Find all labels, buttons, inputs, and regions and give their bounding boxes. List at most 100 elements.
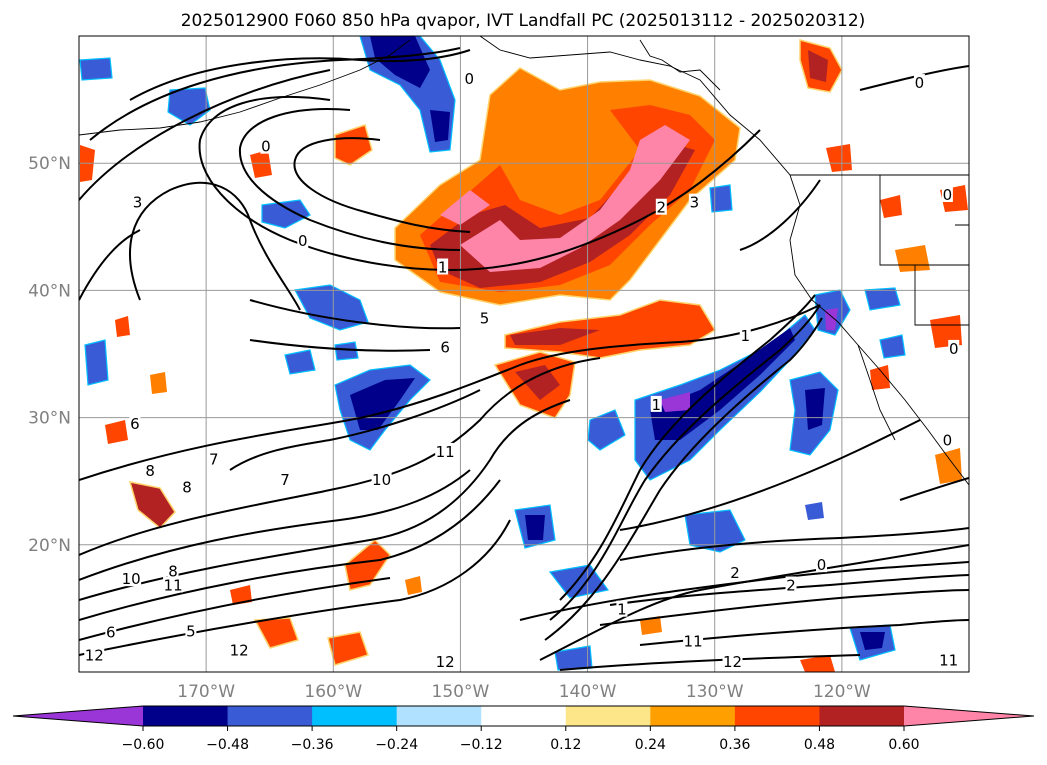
colorbar-tick-label: −0.36 bbox=[291, 737, 334, 753]
latitude-tick-label: 20°N bbox=[28, 536, 71, 556]
contour-label-background bbox=[435, 652, 456, 669]
contour-label: 0 bbox=[817, 556, 827, 574]
longitude-tick-label: 140°W bbox=[559, 682, 617, 702]
contour-label-background bbox=[208, 450, 220, 467]
contour-label: 11 bbox=[939, 652, 958, 670]
colorbar-tick-label: 0.60 bbox=[888, 737, 919, 753]
qvapor-negative-shading bbox=[79, 36, 906, 671]
contour-label-background bbox=[229, 641, 250, 658]
graticule bbox=[79, 36, 969, 672]
contour-label: 5 bbox=[186, 622, 196, 640]
ivt-contours bbox=[79, 47, 969, 671]
contour-label-background bbox=[371, 470, 392, 487]
contour-label-background bbox=[163, 576, 184, 593]
latitude-tick-label: 40°N bbox=[28, 281, 71, 301]
contour-label-background bbox=[185, 622, 197, 639]
contour-label: 0 bbox=[298, 232, 308, 250]
contour-label-background bbox=[439, 338, 451, 355]
contour-label: 0 bbox=[465, 70, 475, 88]
contour-label: 1 bbox=[438, 259, 448, 277]
contour-label-background bbox=[105, 623, 117, 640]
latitude-tick-label: 30°N bbox=[28, 409, 71, 429]
coastlines bbox=[79, 36, 969, 486]
contour-label: 2 bbox=[730, 564, 740, 582]
contour-label-background bbox=[463, 70, 475, 87]
contour-label: 12 bbox=[723, 653, 742, 671]
contour-label-background bbox=[181, 478, 193, 495]
contour-label: 3 bbox=[690, 194, 700, 212]
colorbar-segment bbox=[143, 706, 229, 726]
longitude-tick-label: 120°W bbox=[813, 682, 871, 702]
contour-label-background bbox=[84, 646, 105, 663]
contour-label: 6 bbox=[130, 415, 140, 433]
contour-label-background bbox=[913, 74, 925, 91]
contour-label-background bbox=[479, 309, 491, 326]
contour-label: 0 bbox=[943, 186, 953, 204]
longitude-tick-label: 150°W bbox=[432, 682, 490, 702]
contour-label-background bbox=[616, 600, 628, 617]
contour-label: 0 bbox=[261, 138, 271, 156]
contour-label-background bbox=[650, 395, 662, 412]
contour-label: 8 bbox=[145, 462, 155, 480]
colorbar-tick-label: 0.24 bbox=[635, 737, 666, 753]
colorbar-segment bbox=[565, 706, 651, 726]
colorbar-segment bbox=[227, 706, 313, 726]
contour-label-background bbox=[948, 339, 960, 356]
colorbar-segment bbox=[734, 706, 820, 726]
contour-label-background bbox=[785, 576, 797, 593]
contour-label: 10 bbox=[372, 471, 391, 489]
latitude-tick-labels: 20°N 30°N 40°N 50°N bbox=[28, 154, 71, 556]
contour-label: 2 bbox=[786, 577, 796, 595]
contour-label-background bbox=[941, 431, 953, 448]
colorbar-tick-label: 0.12 bbox=[550, 737, 581, 753]
contour-label: 1 bbox=[740, 327, 750, 345]
longitude-tick-labels: 170°W 160°W 150°W 140°W 130°W 120°W bbox=[177, 682, 871, 702]
colorbar-tick-label: −0.60 bbox=[122, 737, 165, 753]
contour-label-background bbox=[722, 652, 743, 669]
map-frame bbox=[78, 35, 970, 673]
contour-label-background bbox=[938, 651, 959, 668]
contour-label-background bbox=[144, 462, 156, 479]
contour-label-background bbox=[655, 198, 667, 215]
colorbar-extend-high bbox=[904, 706, 1034, 726]
contour-label-background bbox=[437, 258, 449, 275]
contour-label: 1 bbox=[651, 396, 661, 414]
contour-label: 12 bbox=[230, 641, 249, 659]
contour-label-background bbox=[435, 442, 456, 459]
colorbar-tick-label: 0.48 bbox=[804, 737, 835, 753]
contour-label-background bbox=[941, 186, 953, 202]
colorbar-segment bbox=[396, 706, 482, 726]
contour-label: 10 bbox=[122, 570, 141, 588]
colorbar-tick-label: 0.36 bbox=[719, 737, 750, 753]
contour-label-background bbox=[167, 562, 179, 579]
contour-label: 3 bbox=[133, 194, 143, 212]
contour-label-background bbox=[260, 137, 272, 154]
contour-label-background bbox=[816, 556, 828, 573]
longitude-tick-label: 130°W bbox=[686, 682, 744, 702]
contour-label: 11 bbox=[436, 443, 455, 461]
contour-label: 1 bbox=[617, 601, 627, 619]
contour-label: 6 bbox=[106, 624, 116, 642]
contour-label: 7 bbox=[209, 451, 219, 469]
qvapor-shading bbox=[80, 39, 968, 672]
colorbar-tick-label: −0.24 bbox=[375, 737, 418, 753]
colorbar-tick-label: −0.48 bbox=[206, 737, 249, 753]
contour-label: 12 bbox=[436, 653, 455, 671]
contour-label: 11 bbox=[684, 632, 703, 650]
contour-label-background bbox=[739, 327, 751, 344]
contour-label: 6 bbox=[440, 339, 450, 357]
contour-label-background bbox=[683, 632, 704, 649]
contour-label: 12 bbox=[85, 646, 104, 664]
latitude-tick-label: 50°N bbox=[28, 154, 71, 174]
contour-label: 7 bbox=[280, 471, 290, 489]
colorbar-segment bbox=[650, 706, 736, 726]
contour-label: 0 bbox=[915, 74, 925, 92]
colorbar: −0.60 −0.48 −0.36 −0.24 −0.12 0.12 0.24 0.36 0.4… bbox=[12, 705, 1035, 753]
contour-label-background bbox=[729, 563, 741, 580]
contour-label-background bbox=[279, 470, 291, 487]
contour-label: 11 bbox=[164, 577, 183, 595]
contour-label-background bbox=[131, 193, 143, 210]
